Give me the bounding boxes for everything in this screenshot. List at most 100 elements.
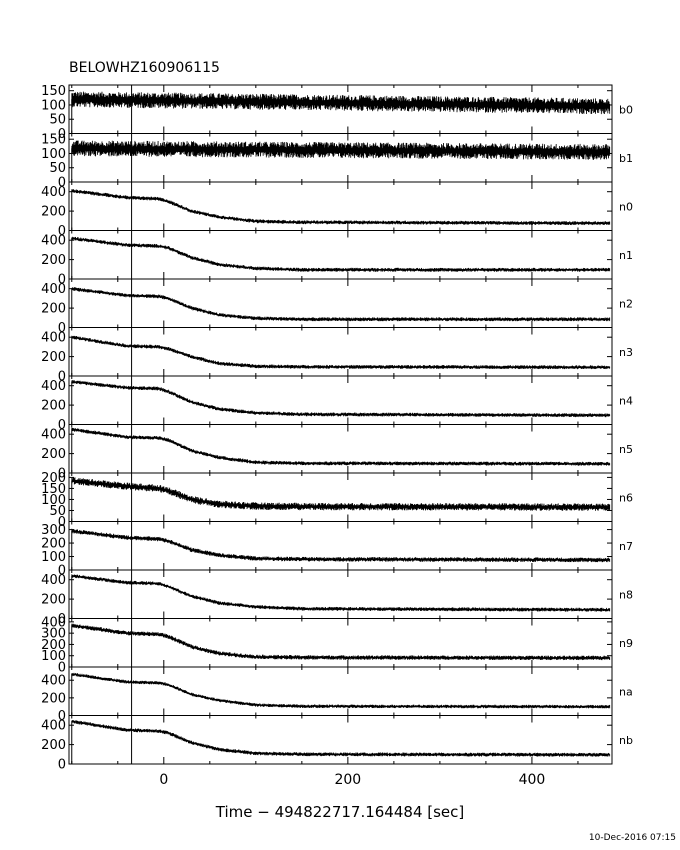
panel-label-n2: n2 [619, 297, 633, 310]
y-tick-label-n6: 0 [58, 515, 66, 530]
panel-frame-b0 [68, 84, 613, 134]
y-tick-label-n3: 400 [41, 331, 66, 346]
y-tick-label-n2: 400 [41, 282, 66, 297]
lightcurve-n7 [71, 528, 611, 563]
y-tick-label-n6: 50 [49, 504, 66, 519]
y-tick-label-b1: 100 [41, 147, 66, 162]
panel-label-n7: n7 [619, 540, 633, 553]
y-tick-label-b0: 0 [58, 127, 66, 142]
y-tick-label-n3: 0 [58, 370, 66, 385]
panel-frame-n5 [68, 424, 613, 474]
y-tick-label-b1: 150 [41, 133, 66, 148]
panel-frame-n4 [68, 375, 613, 425]
panel-label-nb: nb [619, 734, 633, 747]
y-tick-label-b1: 50 [49, 161, 66, 176]
y-tick-label-na: 0 [58, 709, 66, 724]
y-tick-label-n7: 200 [41, 537, 66, 552]
panel-frame-nb [68, 715, 613, 765]
y-tick-label-n8: 0 [58, 612, 66, 627]
lightcurve-na [71, 672, 611, 709]
y-tick-label-n1: 400 [41, 234, 66, 249]
y-tick-label-n7: 100 [41, 550, 66, 565]
lightcurve-n8 [71, 574, 611, 612]
lightcurve-n2 [71, 287, 611, 322]
panel-frame-n7 [68, 521, 613, 571]
y-tick-label-n5: 200 [41, 447, 66, 462]
y-tick-label-n5: 400 [41, 428, 66, 443]
lightcurve-n4 [71, 380, 611, 418]
y-tick-label-n7: 300 [41, 523, 66, 538]
lightcurve-n5 [71, 427, 611, 466]
y-tick-label-b0: 150 [41, 84, 66, 99]
lightcurve-b0 [71, 91, 611, 115]
lightcurve-b1 [71, 140, 611, 160]
x-tick-label: 400 [519, 772, 546, 788]
panel-n1: 0 200 400 n1 [41, 230, 633, 288]
y-tick-label-n0: 200 [41, 205, 66, 220]
y-tick-label-na: 400 [41, 674, 66, 689]
x-tick-label: 0 [159, 772, 168, 788]
y-tick-label-n8: 200 [41, 593, 66, 608]
lightcurve-n0 [71, 189, 611, 226]
panel-n2: 0 200 400 n2 [41, 278, 633, 336]
panel-frame-n1 [68, 230, 613, 280]
panel-label-b0: b0 [619, 103, 633, 116]
y-tick-label-b0: 100 [41, 98, 66, 113]
y-tick-label-n6: 150 [41, 482, 66, 497]
y-tick-label-n4: 0 [58, 418, 66, 433]
y-tick-label-n9: 0 [58, 661, 66, 676]
y-tick-label-n3: 200 [41, 350, 66, 365]
y-tick-label-n9: 400 [41, 615, 66, 630]
y-tick-label-n7: 0 [58, 564, 66, 579]
panel-label-n5: n5 [619, 443, 633, 456]
panel-label-n1: n1 [619, 249, 633, 262]
y-tick-label-nb: 200 [41, 738, 66, 753]
lightcurve-n1 [71, 236, 611, 272]
panel-n8: 0 200 400 n8 [41, 569, 633, 627]
y-tick-label-n4: 400 [41, 379, 66, 394]
y-tick-label-n1: 200 [41, 253, 66, 268]
lightcurve-n3 [71, 335, 611, 370]
y-tick-label-n0: 400 [41, 185, 66, 200]
y-tick-label-nb: 400 [41, 719, 66, 734]
y-tick-label-n8: 400 [41, 573, 66, 588]
y-tick-label-b1: 0 [58, 176, 66, 191]
y-tick-label-n5: 0 [58, 467, 66, 482]
panel-frame-n6 [68, 472, 613, 522]
lightcurve-n9 [71, 623, 611, 661]
lightcurve-n6 [71, 477, 611, 511]
panel-label-n6: n6 [619, 491, 633, 504]
y-tick-label-n2: 200 [41, 302, 66, 317]
panel-label-n8: n8 [619, 588, 633, 601]
y-tick-label-n9: 300 [41, 627, 66, 642]
x-axis-label: Time − 494822717.164484 [sec] [215, 803, 465, 821]
panel-label-na: na [619, 685, 633, 698]
y-tick-label-n0: 0 [58, 224, 66, 239]
y-tick-label-b0: 50 [49, 113, 66, 128]
y-tick-label-n2: 0 [58, 321, 66, 336]
chart-title: BELOWHZ160906115 [69, 60, 220, 76]
y-tick-label-n1: 0 [58, 273, 66, 288]
y-tick-label-na: 200 [41, 691, 66, 706]
panel-frame-na [68, 666, 613, 716]
y-tick-label-n6: 200 [41, 471, 66, 486]
panel-label-b1: b1 [619, 152, 633, 165]
panel-label-n0: n0 [619, 200, 633, 213]
y-tick-label-n4: 200 [41, 399, 66, 414]
x-tick-label: 200 [334, 772, 361, 788]
y-tick-label-n9: 100 [41, 649, 66, 664]
panel-label-n9: n9 [619, 637, 633, 650]
panel-frame-n9 [68, 618, 613, 668]
panel-label-n3: n3 [619, 346, 633, 359]
panel-label-n4: n4 [619, 394, 633, 407]
y-tick-label-n6: 100 [41, 493, 66, 508]
lightcurve-nb [71, 719, 611, 757]
panel-nb: 0 200 400 nb [41, 715, 633, 773]
timestamp: 10-Dec-2016 07:15 [589, 833, 676, 843]
panel-n3: 0 200 400 n3 [41, 327, 633, 385]
panel-frame-n8 [68, 569, 613, 619]
